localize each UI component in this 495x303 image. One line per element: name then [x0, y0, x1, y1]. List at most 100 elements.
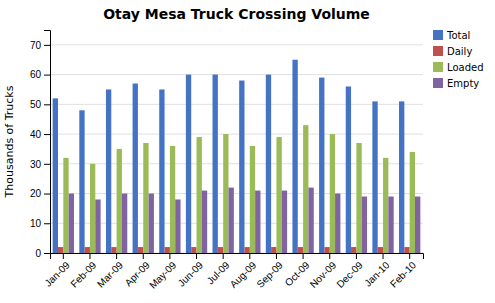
- axis-line: [51, 254, 424, 260]
- bar: [197, 137, 202, 253]
- bar: [79, 110, 84, 253]
- y-axis-title: Thousands of Trucks: [3, 85, 16, 198]
- tick-label: Feb-09: [68, 259, 98, 289]
- bar: [111, 247, 116, 253]
- tick-label: Mar-09: [95, 259, 125, 289]
- tick-mark: [44, 134, 50, 135]
- bar: [410, 152, 415, 253]
- legend-item: Total: [433, 30, 470, 41]
- grid-line: [50, 134, 423, 135]
- y-axis: 010203040506070: [30, 31, 51, 259]
- tick-label: 70: [30, 40, 42, 51]
- grid-line: [50, 74, 423, 75]
- bar: [58, 247, 63, 253]
- bar-series: [53, 60, 405, 253]
- tick: 70: [30, 40, 50, 51]
- tick-mark: [44, 75, 50, 76]
- bar: [319, 78, 324, 253]
- tick: Nov-09: [308, 253, 339, 290]
- bar: [250, 146, 255, 253]
- bar: [388, 197, 393, 253]
- tick: 0: [35, 248, 50, 259]
- bar: [415, 197, 420, 253]
- tick-mark: [196, 253, 197, 259]
- tick: 30: [30, 159, 50, 170]
- bar: [324, 247, 329, 253]
- tick-mark: [303, 253, 304, 259]
- tick-mark: [44, 45, 50, 46]
- bar: [255, 191, 260, 253]
- tick-label: Jun-09: [176, 259, 206, 289]
- tick: Mar-09: [95, 253, 125, 290]
- tick-label: 60: [30, 69, 42, 80]
- tick: 20: [30, 188, 50, 199]
- bar: [191, 247, 196, 253]
- tick-mark: [116, 253, 117, 259]
- tick-label: Dec-09: [334, 259, 365, 290]
- bar: [186, 75, 191, 253]
- x-axis: Jan-09Feb-09Mar-09Apr-09May-09Jun-09Jul-…: [42, 253, 423, 291]
- legend-swatch: [433, 46, 443, 56]
- bar: [399, 101, 404, 253]
- legend-swatch: [433, 30, 443, 40]
- tick: 50: [30, 99, 50, 110]
- bar: [276, 137, 281, 253]
- bar: [303, 125, 308, 253]
- chart: 010203040506070Jan-09Feb-09Mar-09Apr-09M…: [0, 0, 495, 303]
- bar-series: [69, 188, 421, 253]
- bar: [143, 143, 148, 253]
- tick-label: Jan-09: [42, 259, 72, 289]
- tick: 10: [30, 218, 50, 229]
- tick: Jan-09: [42, 253, 72, 289]
- bar: [117, 149, 122, 253]
- legend-swatch: [433, 62, 443, 72]
- bar: [133, 84, 138, 253]
- grid-line: [50, 193, 423, 194]
- plot: 010203040506070Jan-09Feb-09Mar-09Apr-09M…: [30, 31, 424, 291]
- bar: [282, 191, 287, 253]
- legend-label: Total: [446, 30, 470, 41]
- bar: [85, 247, 90, 253]
- bar: [229, 188, 234, 253]
- tick-mark: [44, 194, 50, 195]
- bar: [95, 199, 100, 253]
- bar: [362, 197, 367, 253]
- bar: [159, 89, 164, 253]
- tick-label: Feb-10: [388, 259, 418, 289]
- tick-label: Sep-09: [254, 259, 285, 290]
- tick: Sep-09: [254, 253, 285, 290]
- legend-item: Daily: [433, 46, 472, 57]
- grid-line: [50, 163, 423, 164]
- bar: [404, 247, 409, 253]
- tick-label: May-09: [147, 259, 179, 291]
- bar: [271, 247, 276, 253]
- legend-label: Empty: [447, 78, 479, 89]
- tick-label: 20: [30, 188, 42, 199]
- bar: [372, 101, 377, 253]
- axis-line: [44, 31, 51, 254]
- bars: [53, 60, 421, 253]
- bar: [175, 199, 180, 253]
- bar: [298, 247, 303, 253]
- legend-swatch: [433, 78, 443, 88]
- legend-item: Loaded: [433, 62, 484, 73]
- tick-label: 50: [30, 99, 42, 110]
- tick-label: Oct-09: [283, 259, 312, 288]
- tick: Jun-09: [176, 253, 206, 289]
- bar: [356, 143, 361, 253]
- legend-label: Loaded: [447, 62, 484, 73]
- tick: Dec-09: [334, 253, 365, 290]
- tick-label: 30: [30, 159, 42, 170]
- tick-mark: [223, 253, 224, 259]
- tick: May-09: [147, 253, 179, 291]
- tick-label: Nov-09: [308, 259, 339, 290]
- tick-mark: [356, 253, 357, 259]
- bar: [244, 247, 249, 253]
- bar-series: [63, 125, 415, 253]
- tick-mark: [329, 253, 330, 259]
- bar: [308, 188, 313, 253]
- tick-mark: [44, 223, 50, 224]
- bar: [138, 247, 143, 253]
- tick-mark: [63, 253, 64, 259]
- bar: [90, 164, 95, 253]
